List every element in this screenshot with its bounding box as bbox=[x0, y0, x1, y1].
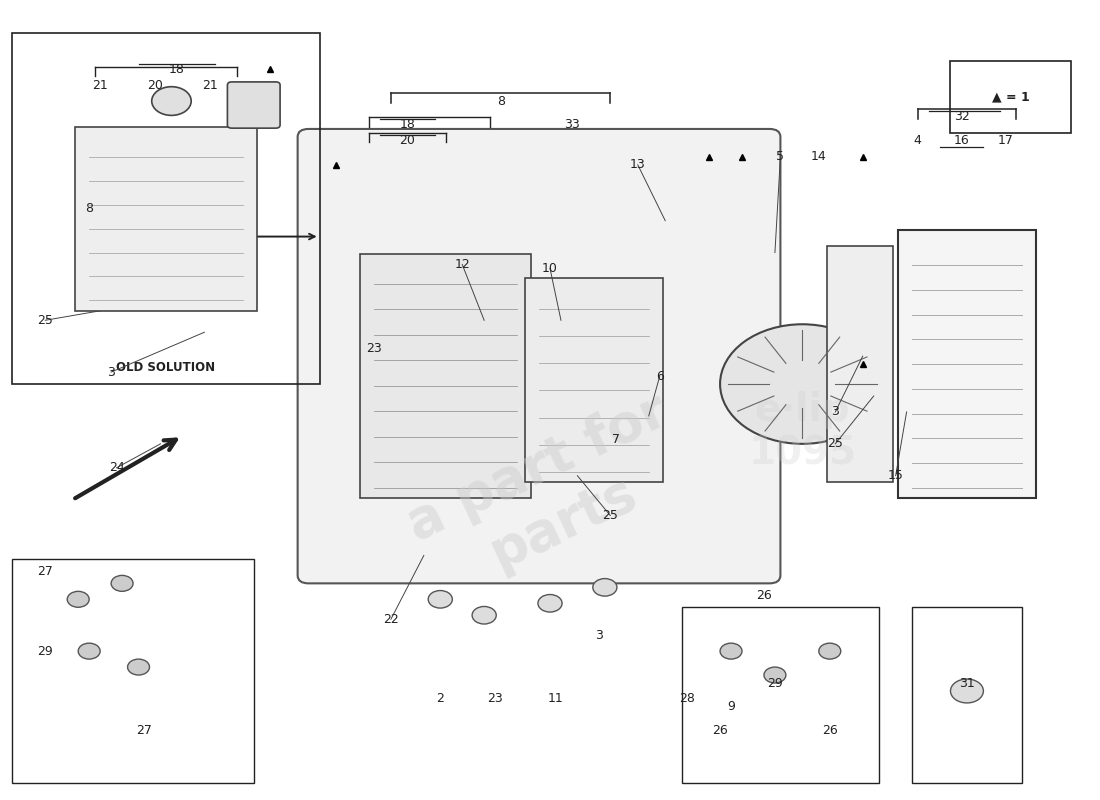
Text: 3: 3 bbox=[107, 366, 116, 378]
Circle shape bbox=[128, 659, 150, 675]
Circle shape bbox=[720, 324, 884, 444]
Circle shape bbox=[818, 643, 840, 659]
Text: 17: 17 bbox=[998, 134, 1013, 147]
Text: 29: 29 bbox=[37, 645, 53, 658]
FancyBboxPatch shape bbox=[298, 129, 780, 583]
Text: 26: 26 bbox=[822, 724, 838, 738]
Text: 23: 23 bbox=[366, 342, 383, 354]
FancyBboxPatch shape bbox=[826, 246, 893, 482]
Circle shape bbox=[152, 86, 191, 115]
Circle shape bbox=[538, 594, 562, 612]
FancyBboxPatch shape bbox=[525, 278, 663, 482]
Text: 33: 33 bbox=[564, 118, 580, 131]
Circle shape bbox=[720, 643, 742, 659]
Circle shape bbox=[950, 679, 983, 703]
Text: 6: 6 bbox=[656, 370, 663, 382]
Text: 10: 10 bbox=[542, 262, 558, 275]
Text: 29: 29 bbox=[767, 677, 783, 690]
Text: 24: 24 bbox=[109, 462, 124, 474]
Circle shape bbox=[764, 667, 785, 683]
Circle shape bbox=[67, 591, 89, 607]
FancyBboxPatch shape bbox=[228, 82, 280, 128]
Text: 25: 25 bbox=[37, 314, 53, 326]
Text: 26: 26 bbox=[712, 724, 728, 738]
Text: e·lip
1095: e·lip 1095 bbox=[748, 391, 857, 473]
FancyBboxPatch shape bbox=[898, 230, 1036, 498]
Text: 25: 25 bbox=[603, 509, 618, 522]
Text: 14: 14 bbox=[811, 150, 827, 163]
Text: 32: 32 bbox=[954, 110, 969, 123]
Text: OLD SOLUTION: OLD SOLUTION bbox=[117, 362, 216, 374]
Text: 27: 27 bbox=[136, 724, 152, 738]
Text: 8: 8 bbox=[85, 202, 94, 215]
Circle shape bbox=[111, 575, 133, 591]
Text: 20: 20 bbox=[399, 134, 416, 147]
Text: 22: 22 bbox=[383, 613, 399, 626]
Text: 16: 16 bbox=[954, 134, 969, 147]
Text: a part for
parts: a part for parts bbox=[398, 386, 702, 606]
Text: 3: 3 bbox=[595, 629, 603, 642]
Text: 20: 20 bbox=[147, 78, 163, 91]
FancyBboxPatch shape bbox=[75, 126, 257, 310]
Text: 13: 13 bbox=[630, 158, 646, 171]
Circle shape bbox=[428, 590, 452, 608]
Circle shape bbox=[78, 643, 100, 659]
Circle shape bbox=[472, 606, 496, 624]
Text: 3: 3 bbox=[832, 406, 839, 418]
Text: 7: 7 bbox=[612, 434, 619, 446]
Text: 21: 21 bbox=[202, 78, 218, 91]
Text: 8: 8 bbox=[496, 94, 505, 107]
Text: 27: 27 bbox=[37, 565, 53, 578]
Text: 2: 2 bbox=[437, 693, 444, 706]
Text: 12: 12 bbox=[454, 258, 470, 271]
Circle shape bbox=[593, 578, 617, 596]
Text: 26: 26 bbox=[756, 589, 772, 602]
Text: 11: 11 bbox=[548, 693, 563, 706]
Text: 4: 4 bbox=[914, 134, 922, 147]
Text: 31: 31 bbox=[959, 677, 975, 690]
Text: 18: 18 bbox=[169, 62, 185, 76]
Text: 9: 9 bbox=[727, 701, 735, 714]
Text: 15: 15 bbox=[888, 470, 903, 482]
Text: 21: 21 bbox=[92, 78, 108, 91]
Text: 18: 18 bbox=[399, 118, 416, 131]
Text: 28: 28 bbox=[679, 693, 695, 706]
Text: 25: 25 bbox=[827, 438, 844, 450]
FancyBboxPatch shape bbox=[360, 254, 531, 498]
Text: 5: 5 bbox=[777, 150, 784, 163]
Text: ▲ = 1: ▲ = 1 bbox=[992, 90, 1030, 103]
Text: 23: 23 bbox=[487, 693, 503, 706]
